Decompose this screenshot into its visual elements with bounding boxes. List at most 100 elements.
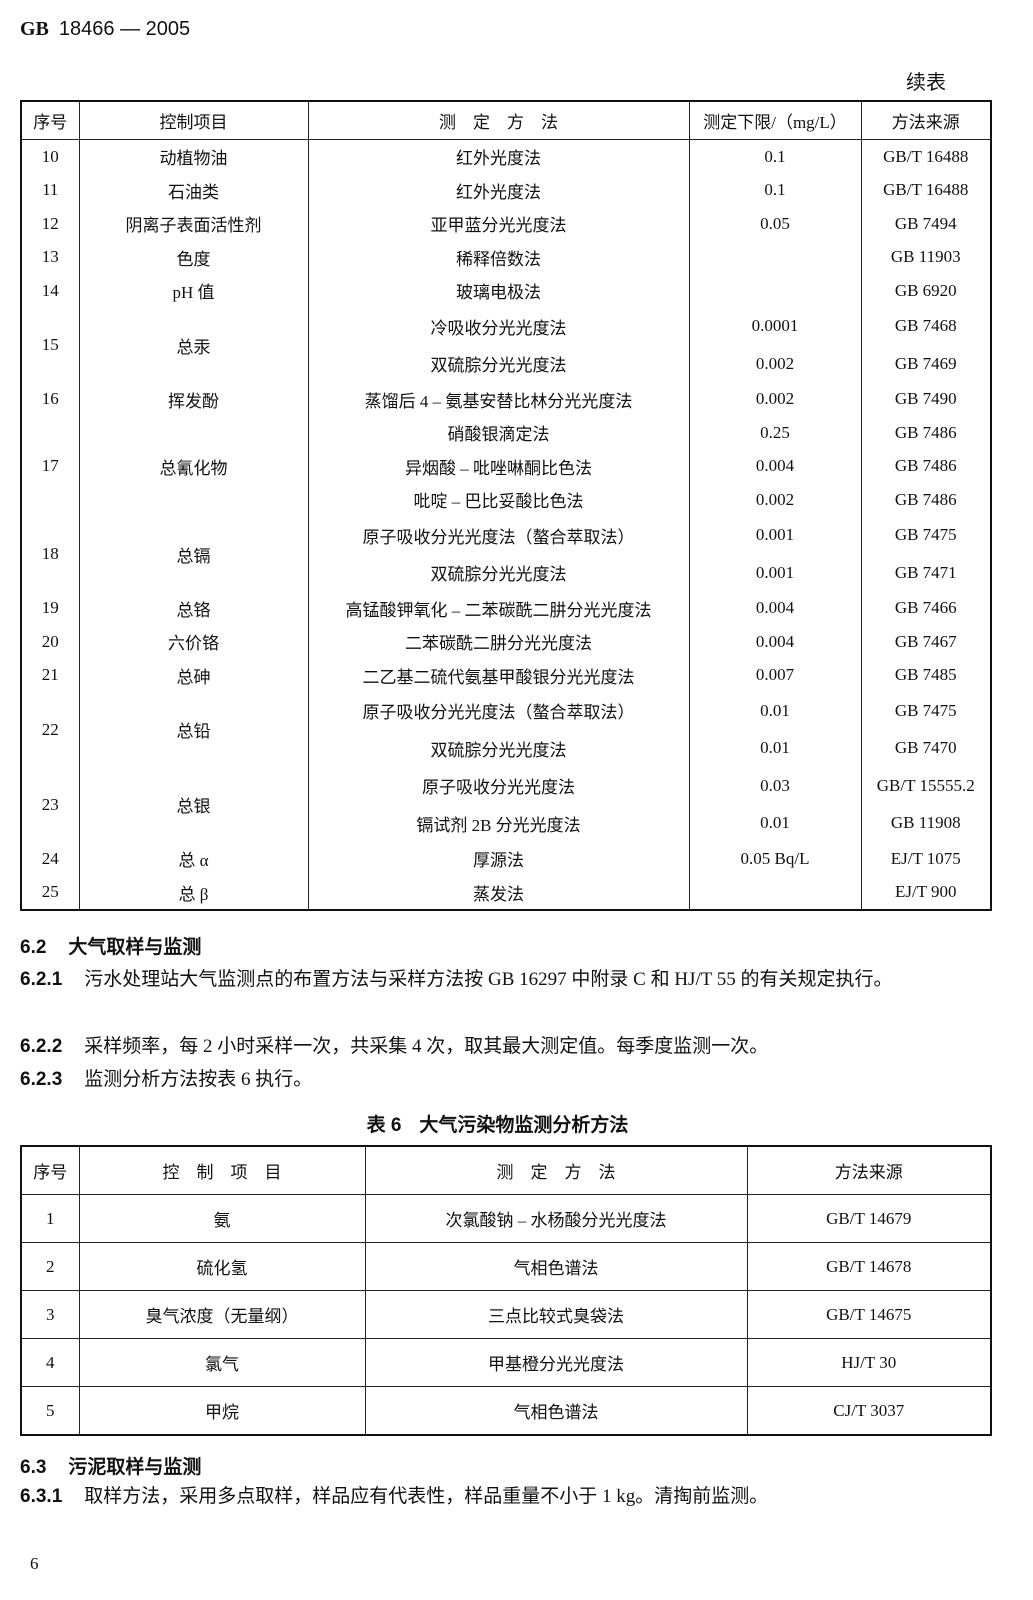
cell-method: 二乙基二硫代氨基甲酸银分光光度法 [307,658,690,692]
cell-id: 11 [20,173,80,207]
column-header: 方法来源 [746,1146,992,1195]
cell-source: HJ/T 30 [746,1338,992,1387]
table-row: 镉试剂 2B 分光光度法 0.01 GB 11908 [21,804,992,842]
cell-item: 总砷 [78,658,309,692]
cell-method: 稀释倍数法 [307,240,690,274]
cell-limit: 0.001 [688,516,862,554]
cell-item: 总氰化物 [78,416,309,517]
cell-id: 1 [20,1194,80,1243]
cell-id: 2 [20,1242,80,1291]
cell-method: 气相色谱法 [364,1386,748,1436]
cell-id: 16 [20,382,80,416]
cell-item: 挥发酚 [78,382,309,416]
cell-id: 19 [20,591,80,625]
table-header-row: 序号 控 制 项 目 测 定 方 法 方法来源 [20,1146,992,1195]
table-row: 20 六价铬 二苯碳酰二肼分光光度法 0.004 GB 7467 [20,625,992,659]
cell-method: 冷吸收分光光度法 [307,307,690,345]
cell-source: GB/T 15555.2 [860,767,992,805]
cell-source: GB 7494 [860,207,992,241]
cell-id: 15 [20,307,80,383]
cell-id: 18 [20,516,80,592]
cell-method: 吡啶 – 巴比妥酸比色法 [307,483,690,517]
cell-method: 红外光度法 [307,173,690,207]
cell-method: 红外光度法 [307,139,690,174]
table-row: 4 氯气 甲基橙分光光度法 HJ/T 30 [20,1338,992,1387]
table-row: 14 pH 值玻璃电极法 GB 6920 [20,274,992,308]
cell-id: 24 [20,842,80,876]
cell-source: GB 6920 [860,274,992,308]
table-row: 12 阴离子表面活性剂 亚甲蓝分光光度法 0.05 GB 7494 [20,207,992,241]
cell-source: GB/T 14679 [746,1194,992,1243]
cell-limit: 0.002 [688,345,862,383]
table-row: 15 总汞 冷吸收分光光度法 0.0001 GB 7468 [20,307,992,383]
cell-source: GB 7490 [860,382,992,416]
cell-item: 六价铬 [78,625,309,659]
cell-source: GB 7475 [860,692,992,730]
cell-method: 异烟酸 – 吡唑啉酮比色法 [307,449,690,483]
cell-method: 双硫腙分光光度法 [307,729,690,767]
column-header: 测 定 方 法 [364,1146,748,1195]
cell-id: 23 [20,767,80,842]
cell-source: GB 7467 [860,625,992,659]
cell-id: 5 [20,1386,80,1436]
table-6: 序号 控 制 项 目 测 定 方 法 方法来源 1 氨次氯酸钠 – 水杨酸分光光度… [20,1145,992,1436]
cell-limit: 0.007 [688,658,862,692]
table-row: 11 石油类 红外光度法 0.1 GB/T 16488 [20,173,992,207]
cell-method: 原子吸收分光光度法（螯合萃取法） [307,692,690,730]
document-header: GB 18466 — 2005 [20,18,191,40]
cell-id: 25 [20,875,80,910]
table-row: 23 总银 原子吸收分光光度法 0.03 GB/T 15555.2 [20,767,992,842]
cell-id: 17 [20,416,80,517]
cell-item: 总镉 [78,516,309,592]
column-header: 控制项目 [78,101,309,140]
paragraph-6-2-2: 6.2.2 采样频率，每 2 小时采样一次，共采集 4 次，取其最大测定值。每季度… [20,1036,769,1057]
cell-source: GB 11903 [860,240,992,274]
cell-method: 双硫腙分光光度法 [307,345,690,383]
cell-item: 总汞 [78,307,309,383]
cell-limit: 0.002 [688,483,862,517]
table-row: 1 氨次氯酸钠 – 水杨酸分光光度法 GB/T 14679 [20,1194,992,1243]
cell-method: 蒸发法 [307,875,690,910]
column-header: 方法来源 [860,101,992,140]
paragraph-6-3-1: 6.3.1 取样方法，采用多点取样，样品应有代表性，样品重量不小于 1 kg。清掏… [20,1486,769,1507]
cell-method: 亚甲蓝分光光度法 [307,207,690,241]
cell-source: GB 7469 [860,345,992,383]
column-header: 测 定 方 法 [307,101,690,140]
cell-source: CJ/T 3037 [746,1386,992,1436]
cell-item: 甲烷 [78,1386,366,1436]
cell-item: 石油类 [78,173,309,207]
cell-id: 13 [20,240,80,274]
section-heading-6-3: 6.3 污泥取样与监测 [20,1457,202,1478]
cell-item: 硫化氢 [78,1242,366,1291]
table-row: 3 臭气浓度（无量纲） 三点比较式臭袋法 GB/T 14675 [20,1290,992,1339]
cell-source: EJ/T 900 [860,875,992,910]
cell-source: GB 7471 [860,554,992,592]
cell-item: 氨 [78,1194,366,1243]
cell-method: 甲基橙分光光度法 [364,1338,748,1387]
table-row: 18 总镉 原子吸收分光光度法（螯合萃取法） 0.001 GB 7475 [20,516,992,592]
cell-item: 总 β [78,875,309,910]
cell-limit: 0.03 [688,767,862,805]
column-header: 测定下限/（mg/L） [688,101,862,140]
cell-item: 总 α [78,842,309,876]
cell-limit: 0.1 [688,173,862,207]
cell-id: 21 [20,658,80,692]
cell-item: 臭气浓度（无量纲） [78,1290,366,1339]
cell-source: GB 7486 [860,416,992,450]
cell-source: EJ/T 1075 [860,842,992,876]
table-header-row: 序号 控制项目 测 定 方 法 测定下限/（mg/L） 方法来源 [20,101,992,140]
cell-item: pH 值 [78,274,309,308]
cell-method: 原子吸收分光光度法 [307,767,690,805]
cell-method: 厚源法 [307,842,690,876]
cell-limit [688,274,862,308]
table-5-continued: 序号 控制项目 测 定 方 法 测定下限/（mg/L） 方法来源 10 动植物油红… [20,100,992,911]
cell-source: GB 7475 [860,516,992,554]
cell-id: 14 [20,274,80,308]
table-row: 21 总砷 二乙基二硫代氨基甲酸银分光光度法 0.007 GB 7485 [20,658,992,692]
cell-source: GB/T 14678 [746,1242,992,1291]
cell-item: 总银 [78,767,309,842]
table-row: 16 挥发酚 蒸馏后 4 – 氨基安替比林分光光度法 0.002 GB 7490 [20,382,992,416]
cell-item: 色度 [78,240,309,274]
continued-label: 续表 [906,72,946,94]
cell-id: 20 [20,625,80,659]
